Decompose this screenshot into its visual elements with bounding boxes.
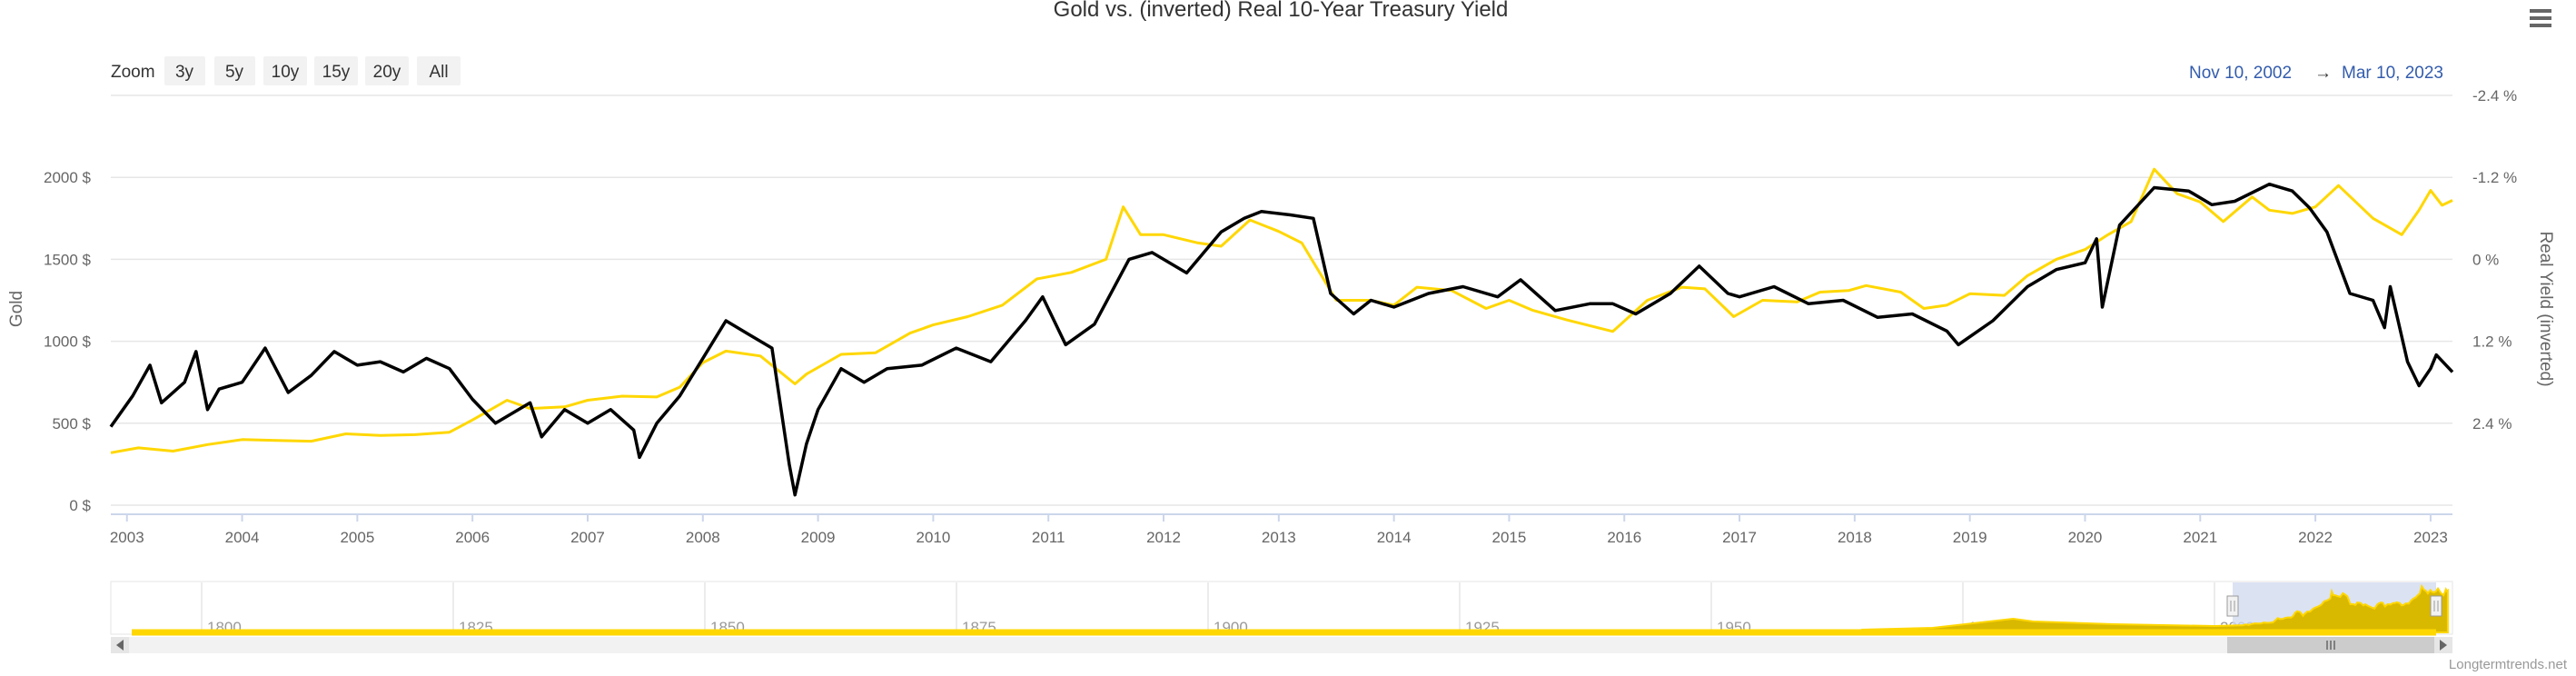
x-tick-label: 2009 [801,529,836,546]
range-from[interactable]: Nov 10, 2002 [2189,64,2292,83]
scrollbar-track[interactable] [111,637,2452,653]
y-left-tick-label: 2000 $ [44,169,92,186]
x-tick-label: 2021 [2183,529,2217,546]
y-right-tick-label: 0 % [2472,251,2499,268]
y-left-tick-label: 500 $ [52,415,91,432]
x-tick-label: 2004 [225,529,260,546]
zoom-button-label: 15y [322,63,351,82]
navigator-handle-right[interactable] [2430,595,2442,617]
x-tick-label: 2010 [916,529,950,546]
series-line-gold [110,167,2453,454]
date-range-display: Nov 10, 2002 → Mar 10, 2023 [2189,64,2443,83]
y-right-tick-label: 2.4 % [2472,415,2512,432]
hamburger-menu-icon[interactable] [2525,5,2556,31]
scrollbar-thumb[interactable] [2227,637,2436,653]
zoom-button-20y[interactable]: 20y [365,56,409,85]
zoom-controls: Zoom 3y 5y 10y 15y 20y All [111,56,461,85]
x-tick-label: 2005 [340,529,374,546]
x-tick-label: 2018 [1838,529,1872,546]
zoom-button-label: 3y [175,63,194,82]
y-left-tick-label: 1500 $ [44,251,92,268]
chevron-left-icon [116,640,124,651]
navigator[interactable]: 180018251850187519001925195019752000 [110,581,2453,636]
x-tick-label: 2011 [1032,529,1065,546]
zoom-label: Zoom [111,63,155,82]
zoom-button-label: All [429,63,448,82]
x-tick-label: 2017 [1722,529,1757,546]
zoom-button-label: 5y [225,63,244,82]
x-tick-label: 2015 [1492,529,1527,546]
range-arrow: → [2314,64,2332,83]
y-right-tick-label: -1.2 % [2472,169,2517,186]
grip-icon [2326,641,2335,650]
y-axis-left: 0 $ 500 $ 1000 $ 1500 $ 2000 $ [44,169,92,514]
x-tick-label: 2006 [455,529,490,546]
navigator-handle-left[interactable] [2226,595,2239,617]
zoom-button-15y[interactable]: 15y [314,56,358,85]
x-tick-label: 2020 [2068,529,2103,546]
y-right-tick-label: -2.4 % [2472,87,2517,104]
zoom-button-label: 10y [272,63,300,82]
y-axis-right-title: Real Yield (inverted) [2536,231,2555,386]
y-axis-left-title: Gold [7,291,26,327]
y-axis-right: -2.4 % -1.2 % 0 % 1.2 % 2.4 % [2472,87,2517,432]
y-left-tick-label: 1000 $ [44,333,92,351]
chevron-right-icon [2440,640,2447,651]
zoom-button-5y[interactable]: 5y [214,56,255,85]
x-tick-label: 2013 [1262,529,1296,546]
x-tick-label: 2016 [1607,529,1641,546]
x-axis: 2003 2004 2005 2006 2007 2008 2009 2010 2011 2012… [110,514,2448,546]
navigator-series-area [1861,583,2449,633]
x-tick-label: 2019 [1953,529,1987,546]
y-left-tick-label: 0 $ [69,497,91,514]
scrollbar-right-button[interactable] [2434,637,2452,653]
x-tick-label: 2023 [2413,529,2448,546]
x-tick-label: 2012 [1146,529,1181,546]
zoom-button-3y[interactable]: 3y [164,56,205,85]
y-right-tick-label: 1.2 % [2472,333,2512,351]
x-tick-label: 2008 [686,529,720,546]
zoom-button-10y[interactable]: 10y [263,56,307,85]
x-tick-label: 2022 [2298,529,2333,546]
zoom-button-label: 20y [373,63,401,82]
grid-lines [111,94,2452,506]
chart-title: Gold vs. (inverted) Real 10-Year Treasur… [1054,0,1509,22]
credit-link[interactable]: Longtermtrends.net [2449,657,2568,672]
series-line-real-yield [109,182,2454,497]
zoom-button-all[interactable]: All [417,56,461,85]
scrollbar[interactable] [111,637,2452,653]
x-tick-label: 2003 [110,529,144,546]
x-tick-label: 2014 [1377,529,1412,546]
x-tick-label: 2007 [570,529,605,546]
scrollbar-left-button[interactable] [111,637,129,653]
range-to[interactable]: Mar 10, 2023 [2342,64,2443,83]
plot-area [109,167,2454,497]
